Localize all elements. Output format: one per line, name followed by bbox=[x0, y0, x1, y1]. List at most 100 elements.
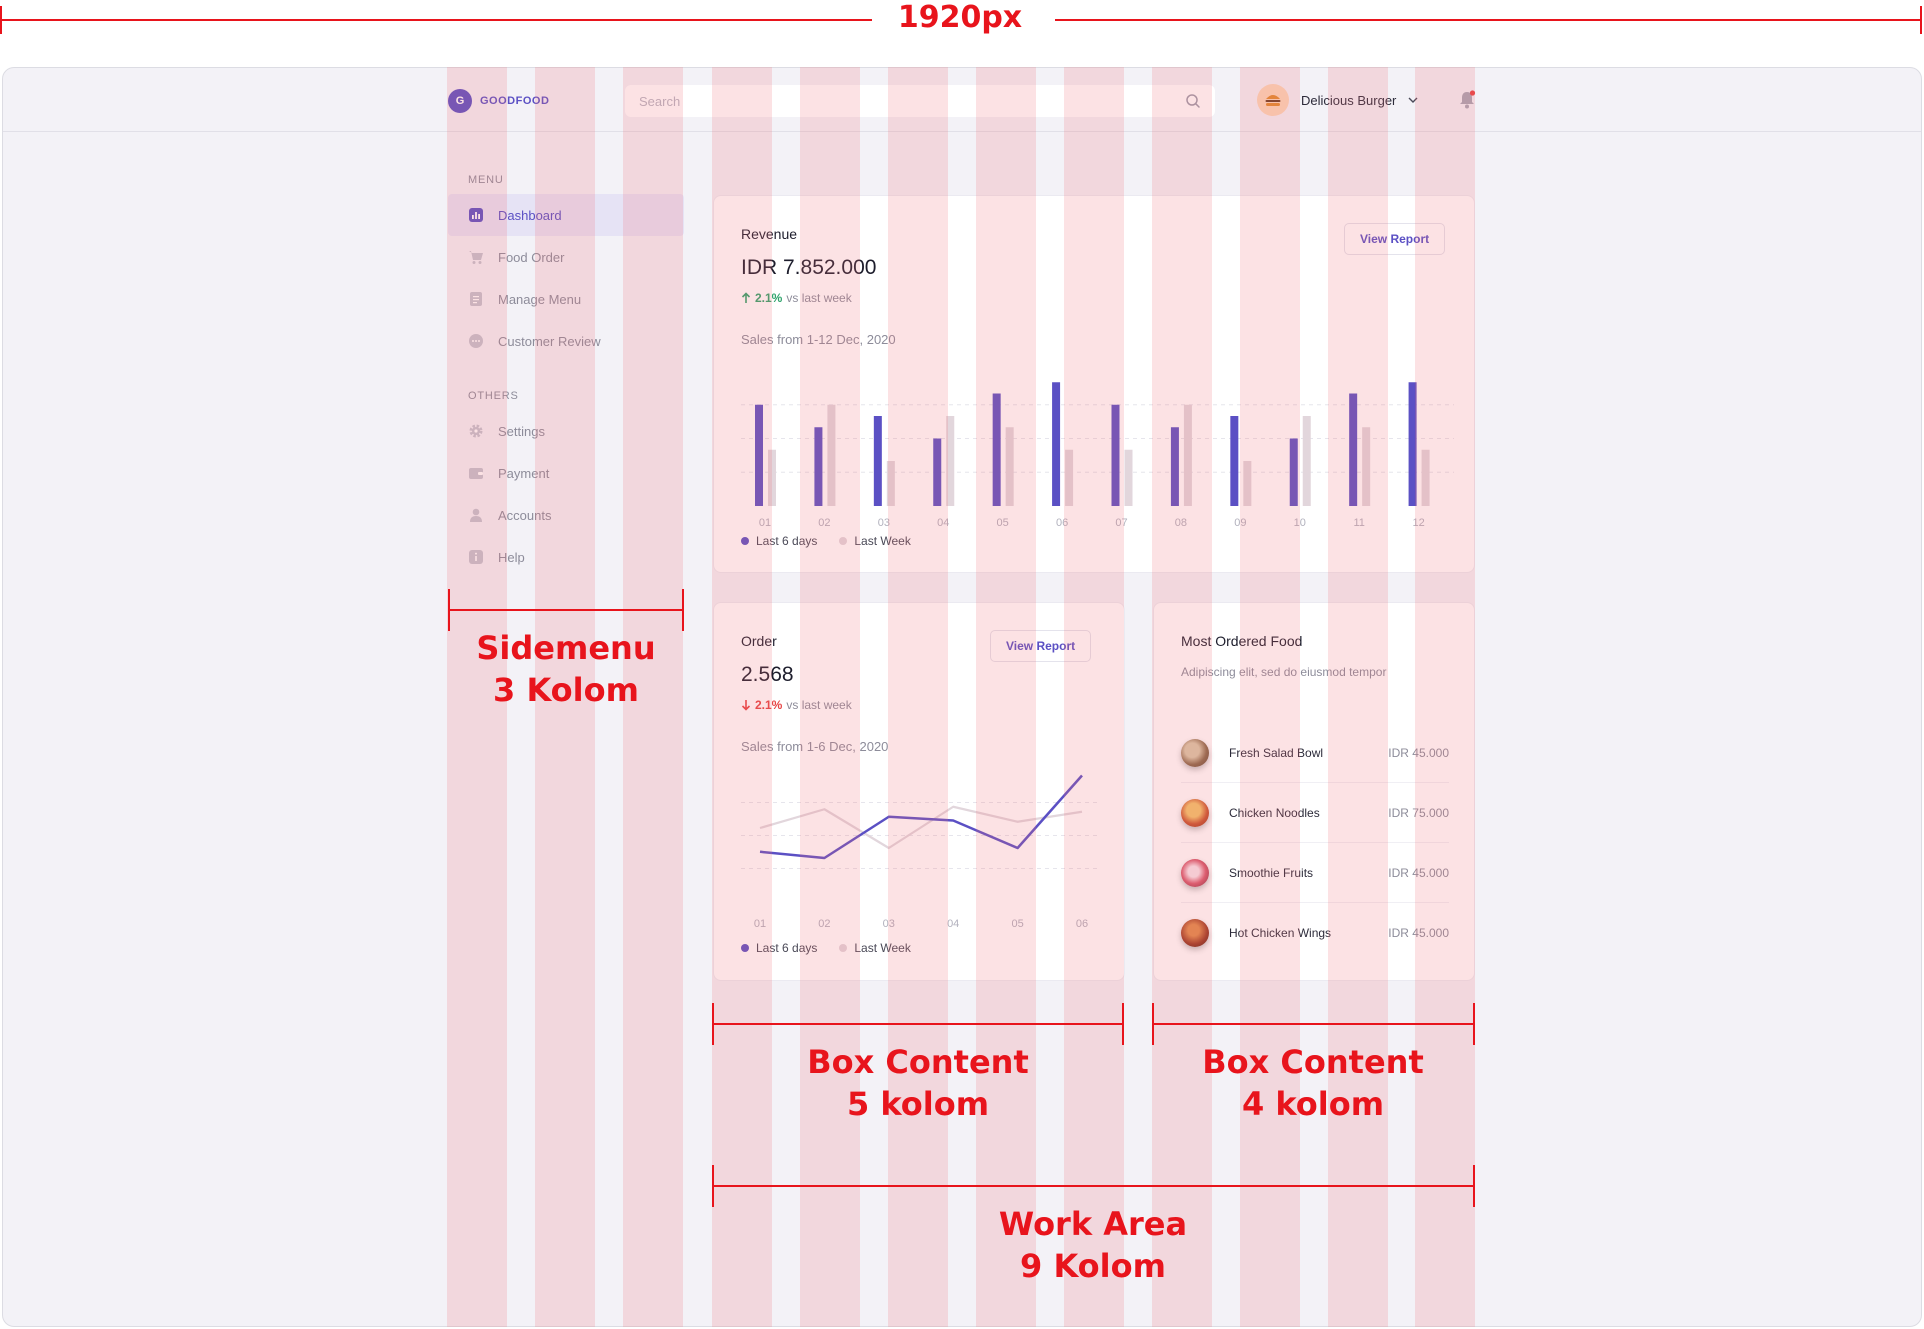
burger-icon bbox=[1265, 95, 1281, 106]
card-title: Revenue bbox=[741, 226, 798, 242]
list-item[interactable]: Fresh Salad Bowl IDR 45.000 bbox=[1181, 723, 1449, 783]
annotation-line: Work Area bbox=[998, 1205, 1188, 1243]
width-measurement: 1920px bbox=[0, 0, 1924, 40]
box-content-4-annotation: Box Content 4 kolom bbox=[1153, 1041, 1473, 1125]
list-item[interactable]: Smoothie Fruits IDR 45.000 bbox=[1181, 843, 1449, 903]
bar bbox=[827, 404, 836, 506]
change-text: vs last week bbox=[786, 698, 852, 712]
chart-legend: Last 6 days Last Week bbox=[741, 534, 911, 548]
info-icon bbox=[468, 549, 484, 565]
food-name: Chicken Noodles bbox=[1229, 805, 1320, 820]
legend-item: Last 6 days bbox=[741, 941, 817, 955]
brand[interactable]: G GOODFOOD bbox=[448, 89, 549, 113]
chart-legend: Last 6 days Last Week bbox=[741, 941, 911, 955]
legend-label: Last 6 days bbox=[756, 534, 818, 548]
others-section-title: OTHERS bbox=[468, 390, 519, 402]
annotation-line: Box Content bbox=[1202, 1043, 1424, 1081]
legend-item: Last Week bbox=[839, 941, 911, 955]
annotation-line: Sidemenu bbox=[476, 629, 656, 667]
measure-line-right bbox=[1055, 19, 1922, 21]
sidebar-item-label: Manage Menu bbox=[498, 291, 582, 307]
measure-tick-right bbox=[1920, 6, 1922, 34]
arrow-down-icon bbox=[741, 700, 751, 711]
user-name: Delicious Burger bbox=[1301, 92, 1397, 108]
sidebar-item-label: Customer Review bbox=[498, 333, 601, 349]
sidebar-item-label: Accounts bbox=[498, 507, 552, 523]
brand-name: GOODFOOD bbox=[480, 95, 550, 107]
bar bbox=[1230, 416, 1239, 506]
list-item[interactable]: Hot Chicken Wings IDR 45.000 bbox=[1181, 903, 1449, 963]
sidebar-item-help[interactable]: Help bbox=[448, 536, 684, 578]
food-image bbox=[1181, 738, 1209, 767]
sidebar-item-customer-review[interactable]: Customer Review bbox=[448, 320, 684, 362]
card-title: Order bbox=[741, 633, 777, 649]
bar bbox=[1111, 404, 1120, 506]
x-tick-label: 11 bbox=[1353, 517, 1364, 529]
sidebar-item-payment[interactable]: Payment bbox=[448, 452, 684, 494]
search-icon[interactable] bbox=[1185, 93, 1201, 109]
sidebar-item-accounts[interactable]: Accounts bbox=[448, 494, 684, 536]
food-image bbox=[1181, 858, 1209, 887]
bar bbox=[1289, 438, 1298, 506]
bar bbox=[814, 427, 823, 506]
food-name: Fresh Salad Bowl bbox=[1229, 745, 1324, 760]
x-tick-label: 07 bbox=[1115, 517, 1127, 529]
food-list: Fresh Salad Bowl IDR 45.000 Chicken Nood… bbox=[1181, 723, 1449, 963]
bar bbox=[1421, 449, 1430, 506]
sidebar-item-manage-menu[interactable]: Manage Menu bbox=[448, 278, 684, 320]
chart-subtitle: Sales from 1-6 Dec, 2020 bbox=[741, 739, 889, 754]
app-frame: G GOODFOOD Search Delicious Burger bbox=[2, 67, 1922, 1327]
order-value: 2.568 bbox=[741, 663, 794, 686]
search-input[interactable]: Search bbox=[625, 85, 1215, 117]
bar bbox=[1052, 382, 1061, 506]
food-image bbox=[1181, 798, 1209, 827]
sidebar: MENU Dashboard Food Order Manage Menu Cu… bbox=[448, 132, 684, 578]
bar bbox=[1005, 427, 1014, 506]
x-tick-label: 05 bbox=[1011, 918, 1023, 930]
x-tick-label: 05 bbox=[997, 517, 1009, 529]
x-tick-label: 09 bbox=[1234, 517, 1246, 529]
annotation-line: 9 Kolom bbox=[1020, 1247, 1166, 1285]
chart-subtitle: Sales from 1-12 Dec, 2020 bbox=[741, 332, 896, 347]
bar bbox=[1362, 427, 1371, 506]
view-report-button[interactable]: View Report bbox=[1344, 223, 1446, 255]
arrow-up-icon bbox=[741, 292, 751, 303]
chevron-down-icon[interactable] bbox=[1408, 96, 1418, 104]
sidebar-item-dashboard[interactable]: Dashboard bbox=[448, 194, 684, 236]
revenue-bar-chart: 01 02 03 04 05 06 07 08 09 10 11 12 bbox=[741, 382, 1454, 529]
box-content-5-annotation: Box Content 5 kolom bbox=[758, 1041, 1078, 1125]
legend-item: Last Week bbox=[839, 534, 911, 548]
x-tick-label: 06 bbox=[1076, 918, 1088, 930]
sidebar-item-label: Dashboard bbox=[498, 207, 562, 223]
menu-section-title: MENU bbox=[468, 174, 504, 186]
bar bbox=[873, 416, 882, 506]
legend-label: Last Week bbox=[854, 941, 911, 955]
bar bbox=[992, 393, 1001, 506]
document-icon bbox=[468, 291, 484, 307]
bar bbox=[1124, 449, 1133, 506]
gear-icon bbox=[468, 423, 484, 439]
order-change: 2.1% vs last week bbox=[741, 698, 852, 712]
bar bbox=[755, 404, 763, 506]
legend-dot bbox=[839, 944, 848, 952]
change-percent: 2.1% bbox=[755, 698, 783, 712]
annotation-line: 4 kolom bbox=[1241, 1085, 1385, 1123]
food-price: IDR 45.000 bbox=[1388, 926, 1449, 940]
bar bbox=[946, 416, 955, 506]
sidebar-item-settings[interactable]: Settings bbox=[448, 410, 684, 452]
x-tick-label: 02 bbox=[818, 517, 830, 529]
bar bbox=[933, 438, 942, 506]
user-menu[interactable]: Delicious Burger bbox=[1257, 84, 1418, 116]
list-item[interactable]: Chicken Noodles IDR 75.000 bbox=[1181, 783, 1449, 843]
series-line bbox=[759, 774, 1083, 860]
food-price: IDR 45.000 bbox=[1388, 745, 1449, 760]
x-tick-label: 08 bbox=[1175, 517, 1187, 529]
measure-line-left bbox=[0, 19, 872, 21]
sidebar-item-food-order[interactable]: Food Order bbox=[448, 236, 684, 278]
bar bbox=[1349, 393, 1358, 506]
series-line bbox=[759, 805, 1083, 850]
x-tick-label: 12 bbox=[1412, 517, 1424, 529]
bell-icon[interactable] bbox=[1458, 90, 1476, 110]
chart-icon bbox=[468, 207, 484, 223]
view-report-button[interactable]: View Report bbox=[990, 630, 1092, 662]
